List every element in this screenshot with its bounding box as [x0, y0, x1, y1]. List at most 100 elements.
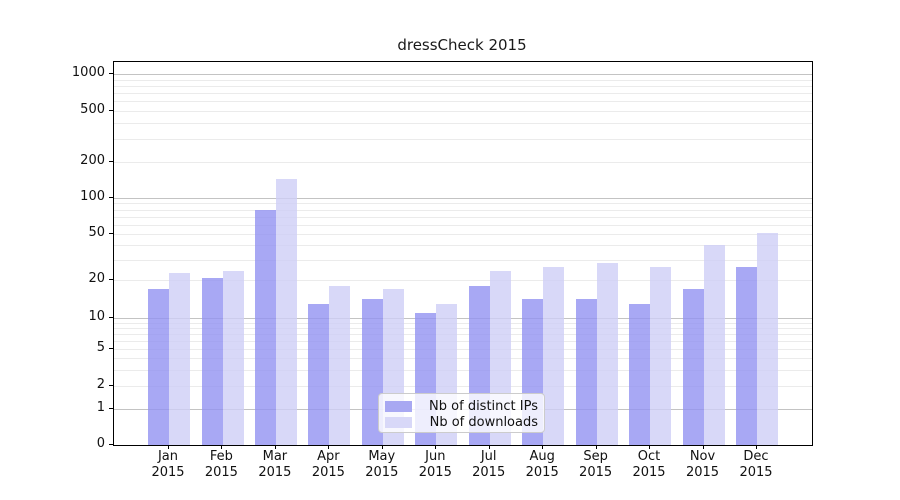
x-tick-mark: [381, 445, 383, 449]
x-tick-label-may: May 2015: [365, 449, 399, 480]
minor-gridline: [114, 123, 812, 125]
x-tick-label-feb: Feb 2015: [204, 449, 238, 480]
chart-title: dressCheck 2015: [397, 36, 527, 54]
minor-gridline: [114, 111, 812, 112]
plot-area: [113, 61, 813, 446]
minor-gridline: [114, 224, 812, 226]
x-tick-label-mar: Mar 2015: [258, 449, 292, 480]
x-tick-mark: [595, 445, 597, 449]
minor-gridline: [114, 85, 812, 87]
x-tick-mark: [702, 445, 704, 449]
minor-gridline: [114, 139, 812, 141]
y-tick-mark: [109, 408, 113, 409]
x-tick-label-apr: Apr 2015: [311, 449, 345, 480]
legend-swatch-distinct-ips: [385, 400, 412, 412]
minor-gridline: [114, 348, 812, 350]
x-tick-mark: [488, 445, 490, 449]
x-tick-mark: [649, 445, 650, 449]
bar-oct-distinct-ips: [629, 303, 650, 445]
y-tick-mark: [109, 233, 113, 234]
bar-feb-downloads: [222, 270, 244, 445]
y-tick-label: 200: [80, 153, 105, 168]
minor-gridline: [114, 279, 812, 281]
bar-aug-downloads: [543, 266, 565, 445]
y-tick-mark: [109, 316, 113, 318]
bar-may-distinct-ips: [361, 299, 383, 445]
y-tick-mark: [109, 385, 113, 386]
legend-row: Nb of downloads: [385, 414, 538, 430]
y-tick-mark: [109, 278, 113, 280]
minor-gridline: [114, 369, 812, 371]
legend-label: Nb of distinct IPs: [429, 398, 538, 414]
major-gridline: [114, 73, 812, 75]
bar-jan-distinct-ips: [148, 288, 169, 445]
x-tick-mark: [435, 445, 437, 449]
y-tick-mark: [109, 444, 113, 445]
x-tick-label-aug: Aug 2015: [525, 449, 559, 480]
legend-label: Nb of downloads: [429, 414, 538, 430]
legend: Nb of distinct IPs Nb of downloads: [378, 393, 545, 433]
bar-mar-downloads: [275, 178, 297, 445]
minor-gridline: [114, 333, 812, 335]
x-tick-label-dec: Dec 2015: [739, 449, 773, 480]
minor-gridline: [114, 162, 812, 163]
y-tick-label: 1000: [71, 64, 105, 80]
bar-apr-downloads: [329, 285, 351, 445]
bar-dec-distinct-ips: [736, 266, 757, 445]
minor-gridline: [114, 234, 812, 235]
minor-gridline: [114, 357, 812, 359]
x-tick-mark: [756, 445, 757, 449]
y-tick-mark: [109, 197, 113, 198]
minor-gridline: [114, 327, 812, 329]
legend-swatch-downloads: [385, 416, 412, 428]
minor-gridline: [114, 209, 812, 211]
y-tick-mark: [109, 72, 113, 74]
y-tick-label: 0: [96, 436, 105, 451]
major-gridline: [114, 317, 812, 319]
bar-oct-downloads: [650, 266, 671, 445]
minor-gridline: [114, 322, 812, 324]
y-tick-label: 1: [96, 400, 105, 415]
minor-gridline: [114, 340, 812, 342]
bar-apr-distinct-ips: [308, 303, 330, 445]
x-tick-mark: [168, 445, 169, 449]
y-tick-label: 100: [80, 189, 105, 204]
minor-gridline: [114, 386, 812, 387]
bar-dec-downloads: [757, 232, 778, 445]
x-tick-label-oct: Oct 2015: [632, 449, 666, 480]
bar-jan-downloads: [169, 272, 190, 445]
y-tick-mark: [109, 347, 113, 349]
y-tick-label: 5: [96, 339, 105, 355]
x-tick-mark: [542, 445, 544, 449]
minor-gridline: [114, 203, 812, 205]
minor-gridline: [114, 79, 812, 81]
x-tick-label-jan: Jan 2015: [151, 449, 185, 480]
legend-row: Nb of distinct IPs: [385, 398, 538, 414]
x-tick-label-jul: Jul 2015: [472, 449, 506, 480]
bar-sep-downloads: [596, 263, 618, 445]
minor-gridline: [114, 245, 812, 247]
y-tick-label: 500: [80, 102, 105, 117]
y-tick-label: 2: [96, 377, 105, 392]
bar-nov-distinct-ips: [682, 288, 704, 445]
x-tick-mark: [328, 445, 330, 449]
x-tick-label-sep: Sep 2015: [579, 449, 613, 480]
major-gridline: [114, 198, 812, 199]
bar-mar-distinct-ips: [254, 209, 276, 445]
minor-gridline: [114, 216, 812, 218]
bar-nov-downloads: [703, 245, 725, 445]
y-tick-label: 50: [88, 225, 105, 240]
y-tick-mark: [109, 161, 113, 162]
minor-gridline: [114, 259, 812, 261]
bar-feb-distinct-ips: [201, 277, 223, 445]
minor-gridline: [114, 101, 812, 103]
x-tick-mark: [274, 445, 276, 449]
y-tick-mark: [109, 110, 113, 111]
x-tick-mark: [221, 445, 223, 449]
y-tick-label: 10: [88, 308, 105, 324]
bar-sep-distinct-ips: [575, 299, 597, 445]
minor-gridline: [114, 93, 812, 94]
y-tick-label: 20: [88, 270, 105, 286]
x-tick-label-jun: Jun 2015: [418, 449, 452, 480]
